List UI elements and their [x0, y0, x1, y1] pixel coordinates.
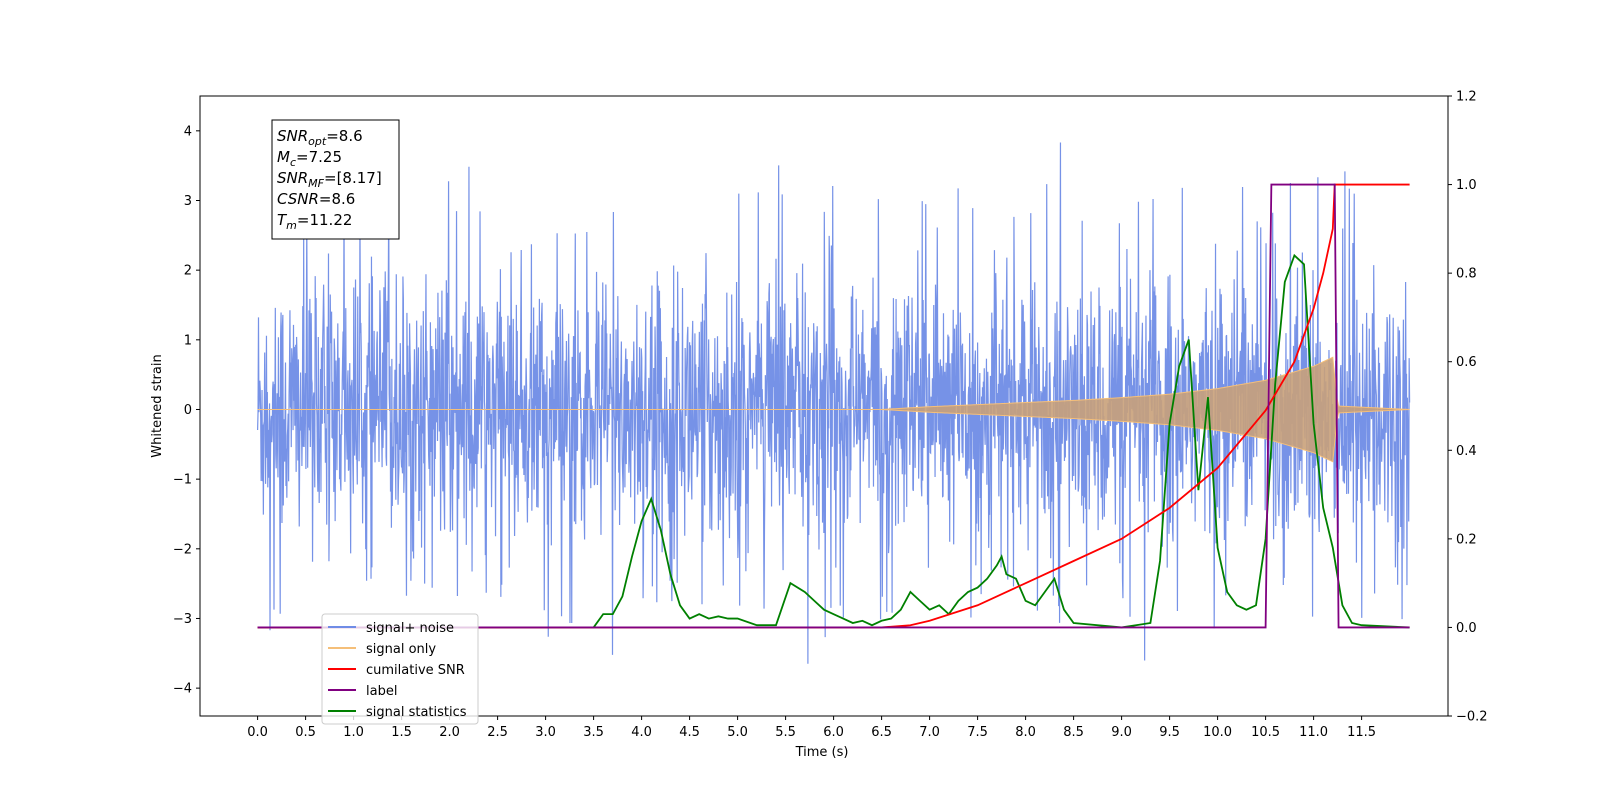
- x-tick-label: 7.0: [919, 725, 940, 740]
- x-tick-label: 5.5: [775, 725, 796, 740]
- x-tick-label: 11.0: [1299, 725, 1328, 740]
- y-tick-label: 3: [184, 194, 192, 209]
- series-signal-noise: [257, 142, 1411, 664]
- x-tick-label: 9.0: [1111, 725, 1132, 740]
- signal-only-line: [257, 356, 1410, 463]
- annotation-value: =11.22: [297, 211, 353, 229]
- y-axis-label: Whitened strain: [150, 354, 165, 457]
- signal-statistics-line: [257, 253, 1410, 629]
- y2-tick-label: 0.0: [1456, 621, 1477, 636]
- y-tick-label: 0: [184, 403, 192, 418]
- y2-tick-label: 1.2: [1456, 90, 1477, 105]
- x-axis: 0.0 0.5 1.0 1.5 2.0 2.5 3.0 3.5 4.0 4.5 5.0 5.5 6.0 6…: [247, 716, 1376, 740]
- annotation-symbol: T: [277, 211, 288, 229]
- x-tick-label: 8.5: [1063, 725, 1084, 740]
- x-tick-label: 4.0: [631, 725, 652, 740]
- annotation-line: Tm=11.22: [277, 211, 352, 232]
- annotation-box: [271, 119, 400, 240]
- annotation-line: Mc=7.25: [277, 148, 342, 169]
- y-tick-label: −3: [173, 612, 192, 627]
- annotation-subscript: m: [286, 219, 297, 232]
- series-signal-only: [257, 356, 1410, 463]
- y2-tick-label: 0.4: [1456, 444, 1477, 459]
- right-axis-series: [257, 183, 1410, 629]
- x-tick-label: 9.5: [1159, 725, 1180, 740]
- legend-label: label: [366, 684, 397, 699]
- x-tick-label: 10.0: [1203, 725, 1232, 740]
- x-tick-label: 11.5: [1347, 725, 1376, 740]
- x-tick-label: 2.0: [439, 725, 460, 740]
- x-tick-label: 6.0: [823, 725, 844, 740]
- annotation-symbol: SNR: [277, 169, 308, 187]
- x-tick-label: 7.5: [967, 725, 988, 740]
- y-tick-label: −4: [173, 682, 192, 697]
- y-tick-label: 1: [184, 333, 192, 348]
- annotation-value: =7.25: [296, 148, 342, 166]
- x-tick-label: 3.0: [535, 725, 556, 740]
- annotation-symbol: M: [277, 148, 290, 166]
- label-line: [257, 183, 1410, 629]
- annotation-value: =8.6: [319, 190, 355, 208]
- annotation-subscript: c: [290, 156, 296, 169]
- x-tick-label: 0.5: [295, 725, 316, 740]
- signal-noise-line: [257, 142, 1411, 664]
- y2-tick-label: −0.2: [1456, 710, 1488, 725]
- x-axis-label: Time (s): [795, 745, 849, 760]
- x-tick-label: 3.5: [583, 725, 604, 740]
- annotation-subscript: opt: [308, 135, 327, 148]
- stats-annotation: SNRopt=8.6Mc=7.25SNRMF=[8.17]CSNR=8.6Tm=…: [271, 119, 400, 240]
- legend: signal+ noise signal only cumilative SNR la…: [321, 613, 479, 725]
- x-tick-label: 8.0: [1015, 725, 1036, 740]
- x-tick-label: 6.5: [871, 725, 892, 740]
- y-axis-right: 1.2 1.0 0.8 0.6 0.4 0.2 0.0 −0.2: [1448, 90, 1488, 725]
- x-tick-label: 5.0: [727, 725, 748, 740]
- y-tick-label: −2: [173, 542, 192, 557]
- y2-tick-label: 0.6: [1456, 355, 1477, 370]
- annotation-symbol: CSNR: [277, 190, 319, 208]
- y-tick-label: 2: [184, 264, 192, 279]
- x-tick-label: 1.5: [391, 725, 412, 740]
- legend-label: signal+ noise: [366, 621, 454, 636]
- y-tick-label: −1: [173, 473, 192, 488]
- y2-tick-label: 0.2: [1456, 532, 1477, 547]
- legend-box: [321, 613, 479, 725]
- plot-frame: [199, 95, 1449, 717]
- legend-label: cumilative SNR: [366, 663, 465, 678]
- x-tick-label: 0.0: [247, 725, 268, 740]
- annotation-line: SNRMF=[8.17]: [277, 169, 382, 190]
- y2-tick-label: 1.0: [1456, 178, 1477, 193]
- x-tick-label: 1.0: [343, 725, 364, 740]
- annotation-symbol: SNR: [277, 127, 308, 145]
- y-axis-left: 4 3 2 1 0 −1 −2 −3 −4: [173, 124, 200, 697]
- y-tick-label: 4: [184, 124, 192, 139]
- y2-tick-label: 0.8: [1456, 267, 1477, 282]
- legend-label: signal statistics: [366, 705, 467, 720]
- x-tick-label: 4.5: [679, 725, 700, 740]
- annotation-line: SNRopt=8.6: [277, 127, 363, 148]
- x-tick-label: 10.5: [1251, 725, 1280, 740]
- annotation-subscript: MF: [308, 177, 324, 190]
- legend-label: signal only: [366, 642, 436, 657]
- annotation-line: CSNR=8.6: [277, 190, 355, 208]
- annotation-value: =8.6: [326, 127, 362, 145]
- cumulative-snr-line: [257, 183, 1410, 629]
- x-tick-label: 2.5: [487, 725, 508, 740]
- annotation-value: =[8.17]: [324, 169, 382, 187]
